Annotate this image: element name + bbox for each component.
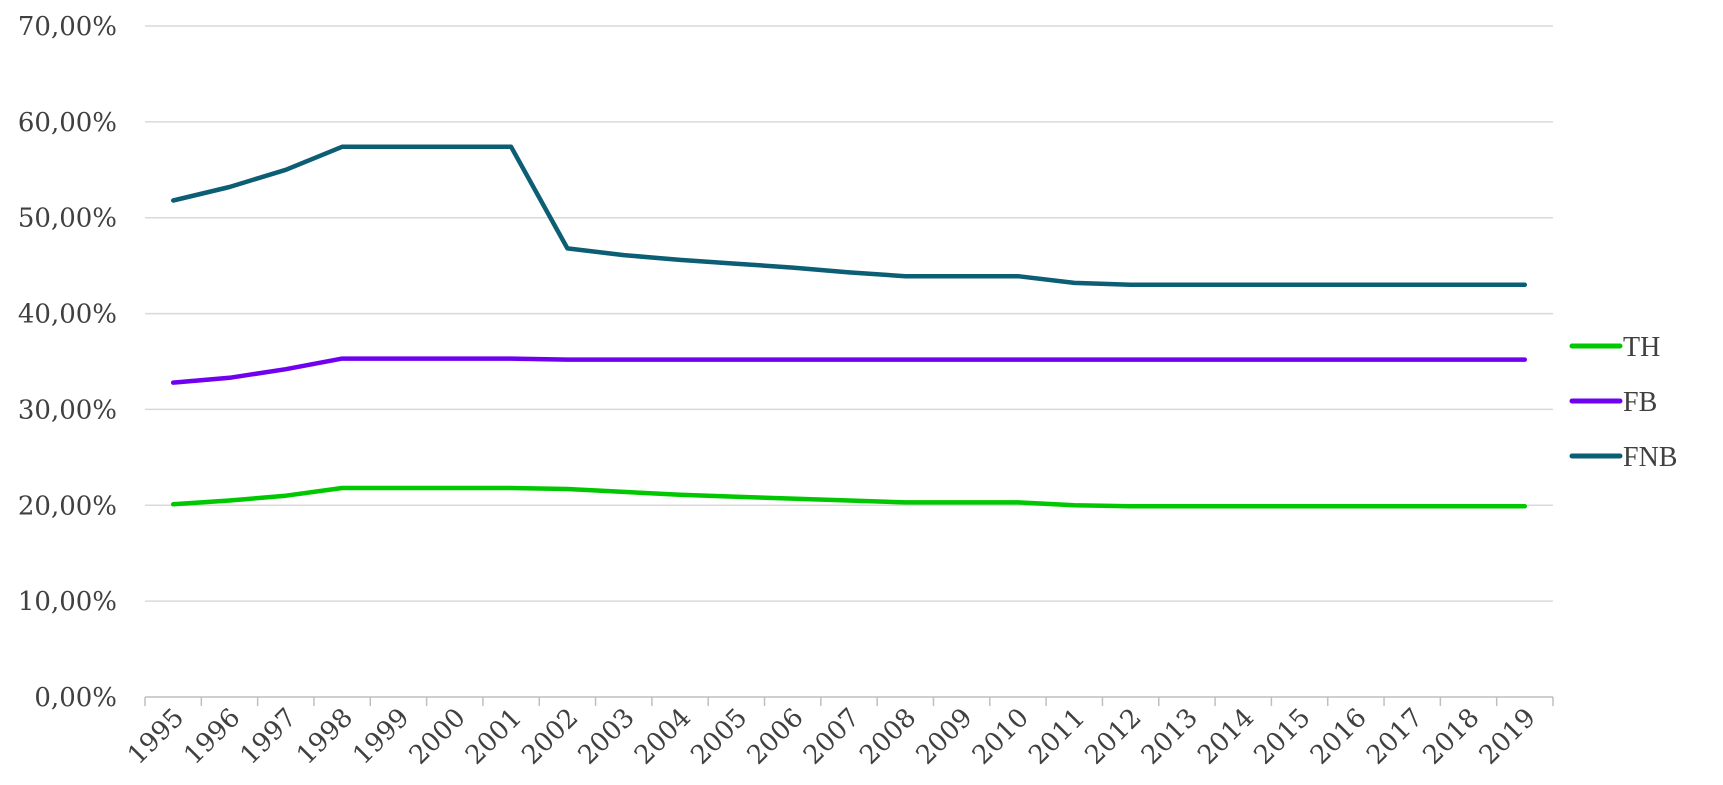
x-tick-label: 1996 bbox=[178, 703, 246, 771]
legend: TH FB FNB bbox=[1569, 332, 1677, 473]
y-tick-label: 30,00% bbox=[18, 395, 117, 425]
x-tick-label: 2010 bbox=[967, 703, 1035, 771]
x-tick-label: 2004 bbox=[629, 703, 697, 771]
x-tick-label: 2017 bbox=[1361, 703, 1429, 771]
y-tick-label: 10,00% bbox=[18, 587, 117, 617]
x-tick-label: 2006 bbox=[742, 703, 810, 771]
series-line-fnb bbox=[170, 144, 1528, 288]
x-tick-label: 2001 bbox=[460, 703, 528, 771]
x-tick-label: 2005 bbox=[685, 703, 753, 771]
series-lines bbox=[170, 144, 1528, 509]
legend-label-fnb: FNB bbox=[1623, 442, 1677, 473]
x-tick-label: 1998 bbox=[291, 703, 359, 771]
x-tick-label: 2011 bbox=[1023, 703, 1091, 771]
series-line-fb bbox=[170, 356, 1528, 385]
y-tick-label: 60,00% bbox=[18, 108, 117, 138]
y-tick-label: 20,00% bbox=[18, 491, 117, 521]
x-tick-label: 2003 bbox=[573, 703, 641, 771]
x-tick-label: 1999 bbox=[347, 703, 415, 771]
y-axis-tick-labels: 0,00% 10,00% 20,00% 30,00% 40,00% 50,00% 60,00… bbox=[18, 12, 117, 713]
x-tick-label: 2009 bbox=[911, 703, 979, 771]
series-line-th bbox=[170, 485, 1528, 509]
y-tick-label: 40,00% bbox=[18, 300, 117, 330]
y-tick-label: 0,00% bbox=[34, 683, 117, 713]
x-tick-label: 2000 bbox=[404, 703, 472, 771]
x-tick-label: 1997 bbox=[235, 703, 303, 771]
legend-label-fb: FB bbox=[1623, 387, 1657, 418]
legend-label-th: TH bbox=[1623, 332, 1660, 363]
x-tick-label: 2019 bbox=[1474, 703, 1542, 771]
x-tick-label: 2007 bbox=[798, 703, 866, 771]
x-tick-label: 2015 bbox=[1249, 703, 1317, 771]
x-tick-label: 1995 bbox=[122, 703, 190, 771]
x-tick-label: 2014 bbox=[1192, 703, 1260, 771]
x-tick-label: 2013 bbox=[1136, 703, 1204, 771]
x-tick-label: 2008 bbox=[854, 703, 922, 771]
x-tick-label: 2002 bbox=[516, 703, 584, 771]
x-tick-label: 2012 bbox=[1080, 703, 1148, 771]
x-tick-label: 2018 bbox=[1417, 703, 1485, 771]
y-tick-label: 70,00% bbox=[18, 12, 117, 42]
y-tick-label: 50,00% bbox=[18, 204, 117, 234]
x-axis: 1995199619971998199920002001200220032004… bbox=[122, 696, 1554, 771]
x-tick-label: 2016 bbox=[1305, 703, 1373, 771]
gridlines bbox=[145, 25, 1553, 602]
